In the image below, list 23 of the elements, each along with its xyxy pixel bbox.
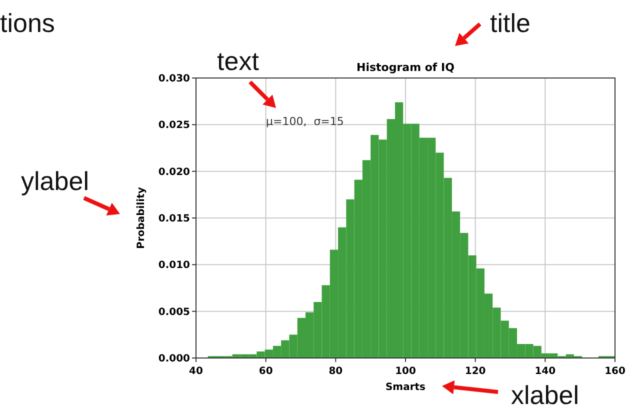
x-tick-label: 100 [395,366,416,377]
x-tick-label: 80 [328,366,343,377]
x-axis-title: Smarts [385,382,426,393]
y-tick-label: 0.010 [158,260,190,272]
y-tick-label: 0.030 [158,74,190,84]
x-tick-label: 40 [189,366,203,377]
text: title [490,8,530,38]
x-tick-label: 140 [534,366,556,377]
y-tick-label: 0.005 [158,306,190,318]
y-tick-label: 0.015 [158,214,190,224]
annotation: μ=100, σ=15 [266,115,344,128]
chart-title: Histogram of IQ [356,61,454,74]
y-tick-label: 0.000 [158,354,190,364]
x-tick-label: 160 [604,366,626,377]
text: xlabel [511,380,579,408]
y-tick-label: 0.020 [158,166,190,178]
x-tick-label: 120 [464,366,486,377]
text: text [217,46,260,76]
y-axis-title: Probability [136,186,147,249]
y-tick-label: 0.025 [158,120,190,132]
text: ylabel [21,166,89,196]
x-tick-label: 60 [258,366,273,377]
text: tions [0,8,55,38]
